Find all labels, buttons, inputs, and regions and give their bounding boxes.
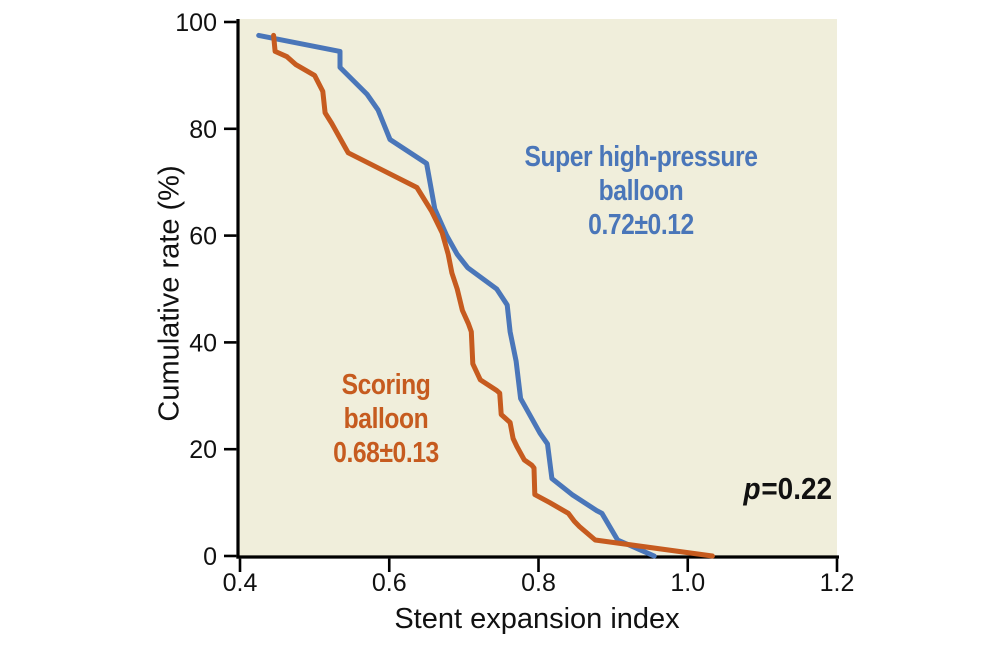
p-symbol: p bbox=[743, 471, 761, 506]
y-tick-label: 40 bbox=[189, 329, 217, 357]
p-value-text: =0.22 bbox=[761, 471, 832, 506]
y-tick-label: 0 bbox=[203, 543, 217, 571]
x-tick-label: 1.2 bbox=[820, 569, 855, 597]
y-tick-label: 80 bbox=[189, 116, 217, 144]
y-axis-title: Cumulative rate (%) bbox=[153, 165, 186, 422]
legend-super-high-pressure-balloon: Super high-pressure balloon 0.72±0.12 bbox=[505, 140, 777, 242]
p-value-annotation: p=0.22 bbox=[704, 471, 832, 507]
series-line-scoring-balloon bbox=[271, 32, 715, 559]
legend-line: balloon bbox=[343, 403, 429, 435]
plot-area bbox=[239, 19, 837, 557]
series-line-super-high-pressure-balloon bbox=[256, 32, 657, 559]
legend-line: Scoring bbox=[341, 369, 431, 401]
x-axis-title: Stent expansion index bbox=[394, 603, 680, 635]
x-tick-label: 0.6 bbox=[372, 569, 407, 597]
y-tick-label: 100 bbox=[175, 9, 217, 37]
x-tick-label: 0.8 bbox=[521, 569, 556, 597]
x-tick-label: 0.4 bbox=[223, 569, 258, 597]
x-tick-label: 1.0 bbox=[670, 569, 705, 597]
y-tick-label: 20 bbox=[189, 436, 217, 464]
legend-line: balloon bbox=[598, 175, 684, 207]
y-tick-label: 60 bbox=[189, 223, 217, 251]
legend-mean-sd: 0.68±0.13 bbox=[333, 437, 439, 469]
legend-mean-sd: 0.72±0.12 bbox=[588, 209, 694, 241]
legend-scoring-balloon: Scoring balloon 0.68±0.13 bbox=[250, 368, 522, 470]
legend-line: Super high-pressure bbox=[524, 141, 758, 173]
